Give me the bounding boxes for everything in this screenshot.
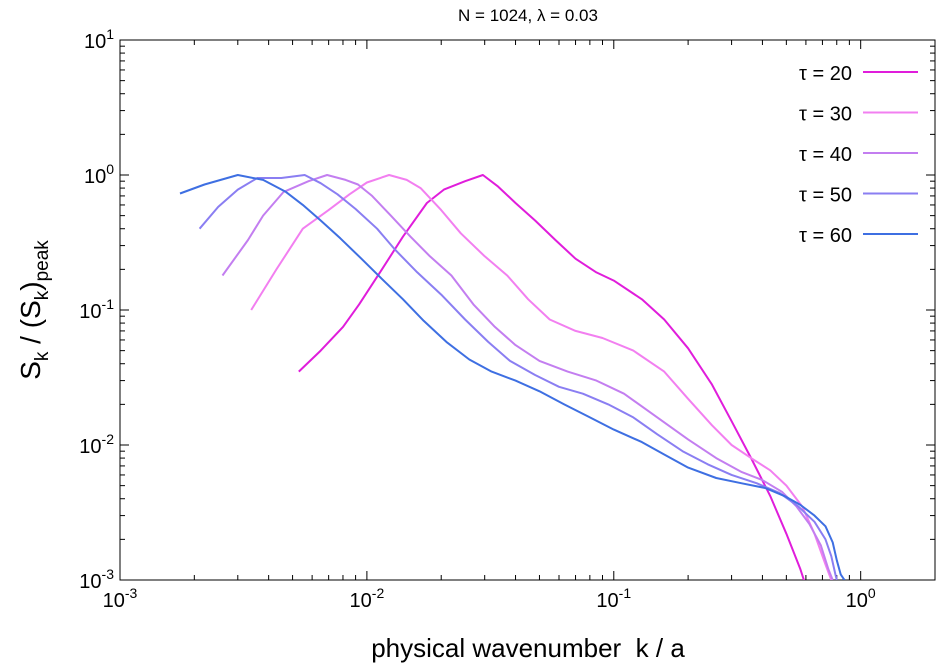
series-line-5: [180, 175, 845, 580]
y-label-close: ): [15, 281, 46, 290]
y-tick-label: 10-2: [79, 431, 114, 458]
legend-item: τ = 40: [799, 144, 918, 166]
x-axis-label: physical wavenumber k / a: [371, 633, 685, 663]
y-axis-label: Sk / (Sk)peak: [15, 240, 53, 380]
legend-label: τ = 20: [799, 63, 852, 85]
series-layer: [180, 175, 845, 586]
legend: τ = 20 τ = 30 τ = 40 τ = 50 τ = 60: [799, 63, 918, 247]
series-line-1: [299, 175, 806, 586]
y-tick-label: 100: [84, 161, 114, 188]
series-line-3: [223, 175, 833, 580]
x-tick-label: 10-2: [350, 585, 385, 612]
legend-label: τ = 50: [799, 185, 852, 207]
y-label-sub1: k: [32, 351, 53, 361]
y-label-sub2: k: [32, 290, 53, 300]
legend-item: τ = 50: [799, 185, 918, 207]
y-tick-label: 10-3: [79, 566, 114, 593]
y-label-sub3: peak: [32, 240, 53, 282]
y-tick-label: 101: [84, 26, 114, 53]
x-tick-label: 10-3: [103, 585, 138, 612]
chart-title: N = 1024, λ = 0.03: [458, 6, 598, 25]
series-line-4: [200, 175, 837, 580]
legend-label: τ = 60: [799, 225, 852, 247]
legend-label: τ = 40: [799, 144, 852, 166]
x-tick-label: 10-1: [596, 585, 631, 612]
x-tick-label: 100: [846, 585, 876, 612]
legend-item: τ = 20: [799, 63, 918, 85]
legend-item: τ = 60: [799, 225, 918, 247]
y-label-main: S: [15, 361, 46, 380]
y-tick-label: 10-1: [79, 296, 114, 323]
legend-item: τ = 30: [799, 104, 918, 126]
y-label-mid: / (S: [15, 300, 46, 351]
legend-label: τ = 30: [799, 104, 852, 126]
